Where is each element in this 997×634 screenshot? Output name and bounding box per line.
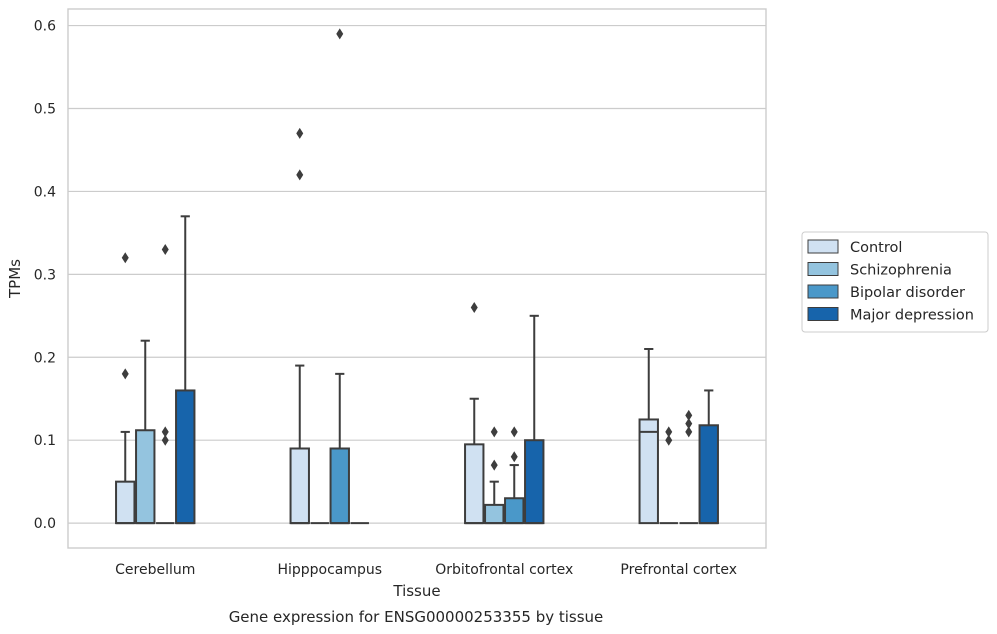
- legend-label: Major depression: [850, 308, 974, 324]
- x-tick-label: Cerebellum: [115, 562, 195, 578]
- chart-caption: Gene expression for ENSG00000253355 by t…: [229, 608, 604, 626]
- box: [638, 418, 659, 525]
- y-tick-label: 0.1: [34, 433, 56, 449]
- outlier-point: [665, 434, 673, 446]
- y-tick-label: 0.6: [34, 19, 56, 35]
- y-axis-ticks: 0.0 0.1 0.2 0.3 0.4 0.5 0.6: [34, 19, 56, 533]
- legend-swatch: [807, 307, 839, 321]
- box: [464, 443, 485, 525]
- outlier-point: [510, 426, 518, 438]
- x-axis-ticks: Cerebellum Hipppocampus Orbitofrontal cort…: [115, 562, 737, 578]
- x-tick-label: Orbitofrontal cortex: [435, 562, 573, 578]
- box: [484, 503, 505, 525]
- y-tick-label: 0.2: [34, 350, 56, 366]
- boxes: [115, 215, 719, 525]
- outliers: [121, 28, 693, 471]
- outlier-point: [161, 243, 169, 255]
- box: [698, 424, 719, 525]
- outlier-point: [665, 426, 673, 438]
- outlier-point: [510, 451, 518, 463]
- outlier-point: [470, 302, 478, 314]
- outlier-point: [685, 426, 693, 438]
- legend-label: Bipolar disorder: [850, 285, 965, 301]
- legend: Control Schizophrenia Bipolar disorder Majo…: [801, 231, 989, 333]
- y-tick-label: 0.0: [34, 516, 56, 532]
- box: [115, 480, 136, 525]
- legend-label: Schizophrenia: [850, 263, 952, 279]
- plot-area-frame: [67, 8, 767, 549]
- y-axis-label: TPMs: [6, 259, 24, 299]
- outlier-point: [296, 127, 304, 139]
- outlier-point: [121, 368, 129, 380]
- legend-swatch: [807, 284, 839, 299]
- outlier-point: [296, 169, 304, 181]
- legend-swatch: [807, 262, 839, 276]
- x-tick-label: Hipppocampus: [277, 562, 382, 578]
- y-tick-label: 0.3: [34, 267, 56, 283]
- outlier-point: [161, 426, 169, 438]
- outlier-point: [490, 459, 498, 471]
- outlier-point: [685, 418, 693, 430]
- legend-swatch: [807, 239, 839, 254]
- x-axis-label: Tissue: [392, 582, 440, 600]
- outlier-point: [336, 28, 344, 40]
- outlier-point: [161, 434, 169, 446]
- legend-frame: [801, 231, 989, 333]
- outlier-point: [685, 409, 693, 421]
- x-tick-label: Prefrontal cortex: [620, 562, 737, 578]
- outlier-point: [490, 426, 498, 438]
- outlier-point: [121, 252, 129, 264]
- box: [135, 429, 156, 525]
- gridlines: [68, 24, 766, 524]
- box: [524, 439, 545, 525]
- y-tick-label: 0.4: [34, 184, 56, 200]
- box: [504, 497, 525, 525]
- y-tick-label: 0.5: [34, 102, 56, 118]
- box: [329, 447, 350, 525]
- legend-label: Control: [850, 240, 902, 256]
- box: [289, 447, 310, 525]
- box: [175, 389, 196, 525]
